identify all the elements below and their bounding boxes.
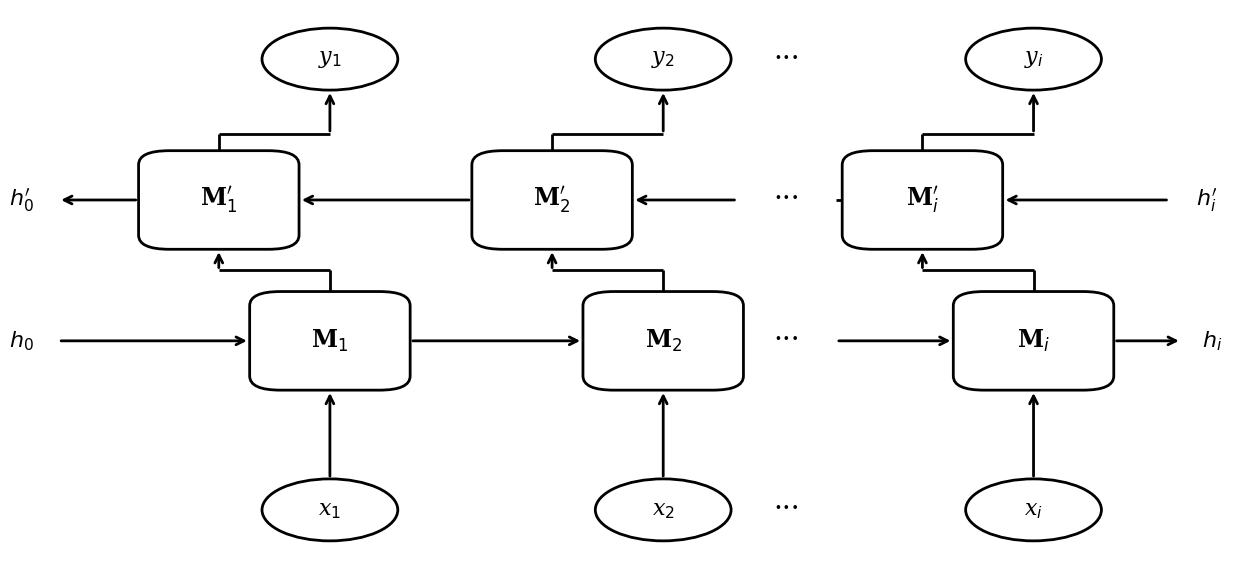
Circle shape	[262, 479, 398, 541]
FancyBboxPatch shape	[954, 291, 1114, 390]
Text: M$_2$: M$_2$	[645, 328, 682, 354]
FancyBboxPatch shape	[472, 151, 632, 249]
Circle shape	[966, 479, 1101, 541]
Text: $h_0$: $h_0$	[9, 329, 33, 353]
Text: x$_1$: x$_1$	[319, 499, 341, 521]
Circle shape	[595, 479, 732, 541]
Text: M$_1'$: M$_1'$	[200, 184, 237, 215]
Text: ···: ···	[774, 46, 800, 73]
Circle shape	[262, 28, 398, 90]
Text: x$_i$: x$_i$	[1024, 499, 1043, 521]
Text: M$_2'$: M$_2'$	[533, 184, 570, 215]
FancyBboxPatch shape	[583, 291, 744, 390]
Text: x$_2$: x$_2$	[652, 499, 675, 521]
FancyBboxPatch shape	[842, 151, 1003, 249]
Text: ···: ···	[774, 496, 800, 523]
Text: y$_i$: y$_i$	[1023, 48, 1044, 70]
Text: M$_i'$: M$_i'$	[906, 184, 939, 215]
Text: y$_1$: y$_1$	[317, 48, 342, 70]
Text: M$_i$: M$_i$	[1017, 328, 1050, 354]
FancyBboxPatch shape	[139, 151, 299, 249]
FancyBboxPatch shape	[249, 291, 410, 390]
Circle shape	[595, 28, 732, 90]
Text: $h_i$: $h_i$	[1203, 329, 1223, 353]
Text: ···: ···	[774, 187, 800, 213]
Text: M$_1$: M$_1$	[311, 328, 348, 354]
Text: $h_0'$: $h_0'$	[9, 186, 33, 214]
Text: $h_i'$: $h_i'$	[1195, 186, 1218, 214]
Circle shape	[966, 28, 1101, 90]
Text: y$_2$: y$_2$	[651, 48, 675, 70]
Text: ···: ···	[774, 327, 800, 354]
